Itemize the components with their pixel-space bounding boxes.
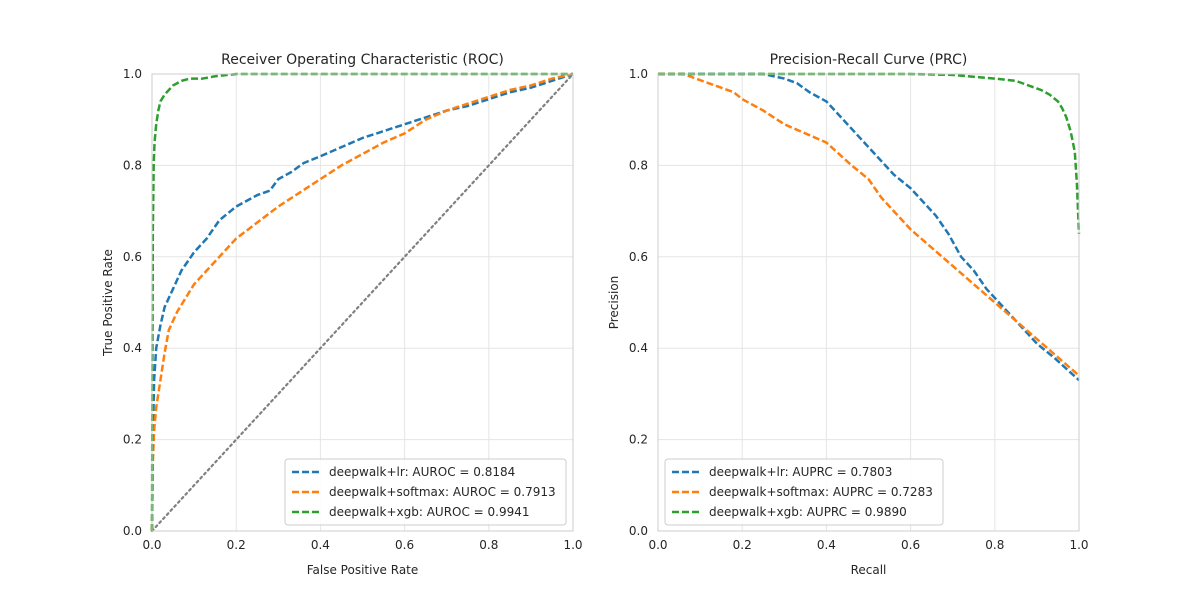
prc-axes-frame xyxy=(657,73,1080,532)
roc-axes-frame xyxy=(151,73,574,532)
roc-y-tick-label: 0.4 xyxy=(123,341,142,355)
prc-y-tick-label: 0.8 xyxy=(629,158,648,172)
roc-x-tick-label: 0.2 xyxy=(227,538,246,552)
roc-y-tick-label: 0.6 xyxy=(123,250,142,264)
prc-y-tick-label: 0.4 xyxy=(629,341,648,355)
prc-legend-entry-0: deepwalk+lr: AUPRC = 0.7803 xyxy=(709,465,892,479)
prc-x-tick-label: 0.6 xyxy=(901,538,920,552)
roc-x-tick-label: 0.0 xyxy=(142,538,161,552)
roc-legend-entry-0: deepwalk+lr: AUROC = 0.8184 xyxy=(329,465,515,479)
roc-legend-entry-2: deepwalk+xgb: AUROC = 0.9941 xyxy=(329,505,530,519)
prc-legend-entry-1: deepwalk+softmax: AUPRC = 0.7283 xyxy=(709,485,933,499)
prc-x-tick-label: 0.4 xyxy=(817,538,836,552)
prc-series-line-1 xyxy=(658,72,1080,377)
roc-x-tick-label: 0.6 xyxy=(395,538,414,552)
roc-x-tick-label: 0.8 xyxy=(479,538,498,552)
roc-legend-box xyxy=(284,458,567,526)
roc-series-line-1 xyxy=(150,72,574,532)
roc-panel: 0.0 0.2 0.4 0.6 0.8 1.0 0.0 0.2 0.4 0.6 0.8 1.0 Rec… xyxy=(101,52,583,577)
prc-y-axis-label: Precision xyxy=(607,276,621,330)
prc-y-tick-label: 0.2 xyxy=(629,433,648,447)
prc-legend-box xyxy=(664,458,944,526)
prc-legend: deepwalk+lr: AUPRC = 0.7803 deepwalk+soft… xyxy=(664,458,944,526)
roc-x-tick-label: 1.0 xyxy=(563,538,582,552)
roc-chance-line xyxy=(150,72,575,533)
prc-x-tick-label: 0.0 xyxy=(648,538,667,552)
prc-x-tick-label: 0.2 xyxy=(733,538,752,552)
roc-legend-entry-1: deepwalk+softmax: AUROC = 0.7913 xyxy=(329,485,556,499)
roc-tick-labels: 0.0 0.2 0.4 0.6 0.8 1.0 0.0 0.2 0.4 0.6 0.8 1.0 xyxy=(123,67,583,552)
prc-y-tick-label: 0.0 xyxy=(629,524,648,538)
prc-legend-entry-2: deepwalk+xgb: AUPRC = 0.9890 xyxy=(709,505,907,519)
prc-x-tick-label: 1.0 xyxy=(1069,538,1088,552)
roc-y-tick-label: 0.8 xyxy=(123,158,142,172)
roc-legend: deepwalk+lr: AUROC = 0.8184 deepwalk+soft… xyxy=(284,458,567,526)
prc-x-tick-label: 0.8 xyxy=(985,538,1004,552)
roc-y-tick-label: 0.2 xyxy=(123,433,142,447)
roc-reference-line xyxy=(150,72,575,533)
prc-y-tick-label: 1.0 xyxy=(629,67,648,81)
roc-x-tick-label: 0.4 xyxy=(311,538,330,552)
roc-y-axis-label: True Positive Rate xyxy=(101,249,115,357)
prc-y-tick-label: 0.6 xyxy=(629,250,648,264)
roc-y-tick-label: 1.0 xyxy=(123,67,142,81)
prc-title: Precision-Recall Curve (PRC) xyxy=(770,52,968,68)
prc-x-axis-label: Recall xyxy=(851,563,887,577)
prc-panel: 0.0 0.2 0.4 0.6 0.8 1.0 0.0 0.2 0.4 0.6 0.8 1.0 Pre… xyxy=(607,52,1089,577)
prc-plot-area xyxy=(658,74,1079,531)
roc-y-tick-label: 0.0 xyxy=(123,524,142,538)
roc-series-line-0 xyxy=(150,72,574,532)
roc-title: Receiver Operating Characteristic (ROC) xyxy=(221,52,504,68)
roc-x-axis-label: False Positive Rate xyxy=(307,563,419,577)
prc-tick-labels: 0.0 0.2 0.4 0.6 0.8 1.0 0.0 0.2 0.4 0.6 0.8 1.0 xyxy=(629,67,1089,552)
